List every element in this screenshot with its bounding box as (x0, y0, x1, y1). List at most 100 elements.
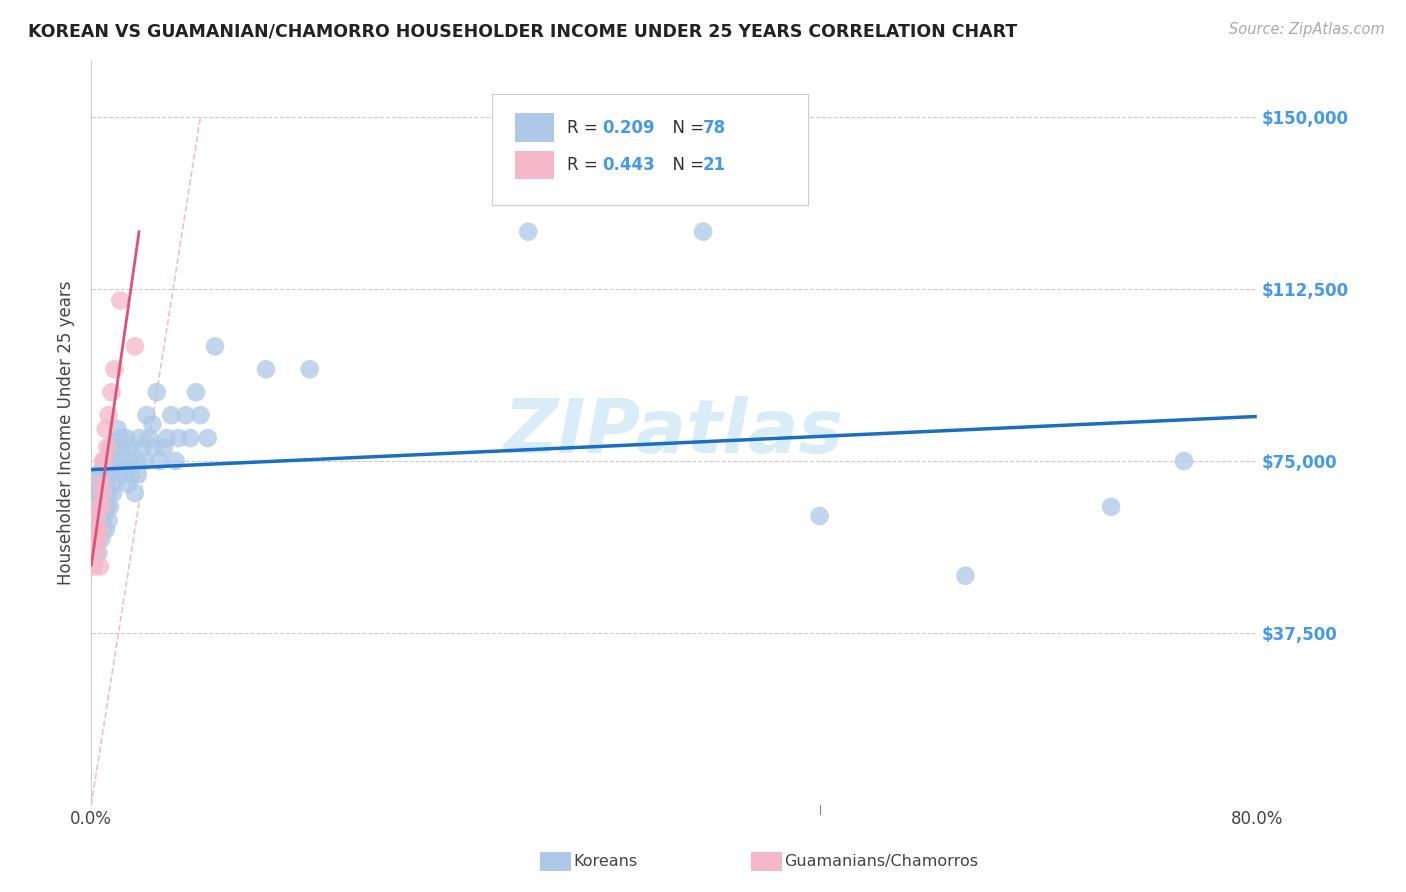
Point (90, 463, 112, 477)
Text: Koreans: Koreans (574, 855, 638, 869)
Point (91, 454, 114, 468)
Text: 0.443: 0.443 (602, 156, 655, 174)
Point (138, 431, 160, 445)
Point (87, 500, 110, 514)
Point (118, 454, 141, 468)
Point (89, 500, 111, 514)
Point (89, 559, 111, 574)
Point (90, 486, 112, 500)
Point (204, 339, 226, 353)
Point (89, 467, 111, 482)
Point (87, 514, 110, 528)
Point (692, 225, 714, 239)
Point (98, 440, 121, 454)
Point (86, 523, 108, 537)
Point (254, 362, 277, 376)
Point (124, 339, 146, 353)
Point (153, 440, 176, 454)
Point (127, 467, 149, 482)
Point (84, 486, 107, 500)
Point (84, 532, 107, 546)
Point (94, 477, 117, 491)
Point (94, 500, 117, 514)
Point (91, 523, 114, 537)
Point (97, 486, 120, 500)
Point (145, 385, 167, 400)
Point (91, 486, 114, 500)
Point (100, 385, 122, 400)
Point (98, 500, 121, 514)
Point (91, 500, 114, 514)
Point (90, 500, 112, 514)
Point (90, 532, 112, 546)
Point (114, 463, 136, 477)
Point (97, 514, 120, 528)
Point (179, 431, 201, 445)
Point (86, 536, 108, 550)
Text: ZIPatlas: ZIPatlas (503, 396, 844, 469)
Text: 78: 78 (703, 119, 725, 136)
Point (128, 431, 150, 445)
Point (134, 454, 156, 468)
Point (108, 454, 131, 468)
Point (142, 440, 165, 454)
Text: N =: N = (662, 156, 710, 174)
Point (96, 500, 118, 514)
Point (174, 408, 197, 422)
Point (86, 477, 108, 491)
Point (517, 225, 540, 239)
Point (93, 509, 115, 524)
Text: Source: ZipAtlas.com: Source: ZipAtlas.com (1229, 22, 1385, 37)
Text: R =: R = (567, 119, 603, 136)
Point (808, 509, 831, 524)
Point (103, 362, 125, 376)
Point (125, 454, 148, 468)
Point (87, 546, 110, 560)
Text: R =: R = (567, 156, 603, 174)
Point (1099, 500, 1122, 514)
Point (100, 467, 122, 482)
Point (156, 431, 179, 445)
Point (87, 491, 110, 505)
Text: Guamanians/Chamorros: Guamanians/Chamorros (785, 855, 979, 869)
Point (96, 463, 118, 477)
Point (115, 431, 138, 445)
Point (90, 477, 112, 491)
Point (103, 477, 125, 491)
Point (104, 440, 127, 454)
Point (955, 568, 977, 582)
Point (93, 458, 115, 473)
Point (167, 431, 190, 445)
Y-axis label: Householder Income Under 25 years: Householder Income Under 25 years (58, 280, 75, 584)
Point (93, 486, 115, 500)
Point (83, 559, 105, 574)
Text: N =: N = (662, 119, 710, 136)
Point (84, 523, 107, 537)
Point (110, 293, 132, 308)
Point (197, 431, 219, 445)
Point (184, 385, 207, 400)
Point (135, 408, 157, 422)
Point (91, 477, 114, 491)
Point (84, 546, 107, 560)
Point (149, 454, 172, 468)
Point (111, 467, 134, 482)
Point (298, 362, 321, 376)
Point (86, 514, 108, 528)
Point (89, 523, 111, 537)
Point (96, 440, 118, 454)
Point (124, 486, 146, 500)
Text: 0.209: 0.209 (602, 119, 654, 136)
Point (93, 454, 115, 468)
Point (190, 408, 212, 422)
Point (131, 440, 153, 454)
Text: 21: 21 (703, 156, 725, 174)
Point (101, 486, 124, 500)
Point (141, 417, 163, 432)
Point (89, 523, 111, 537)
Point (120, 440, 142, 454)
Point (110, 431, 132, 445)
Point (105, 422, 128, 436)
Point (83, 514, 105, 528)
Point (1173, 454, 1195, 468)
